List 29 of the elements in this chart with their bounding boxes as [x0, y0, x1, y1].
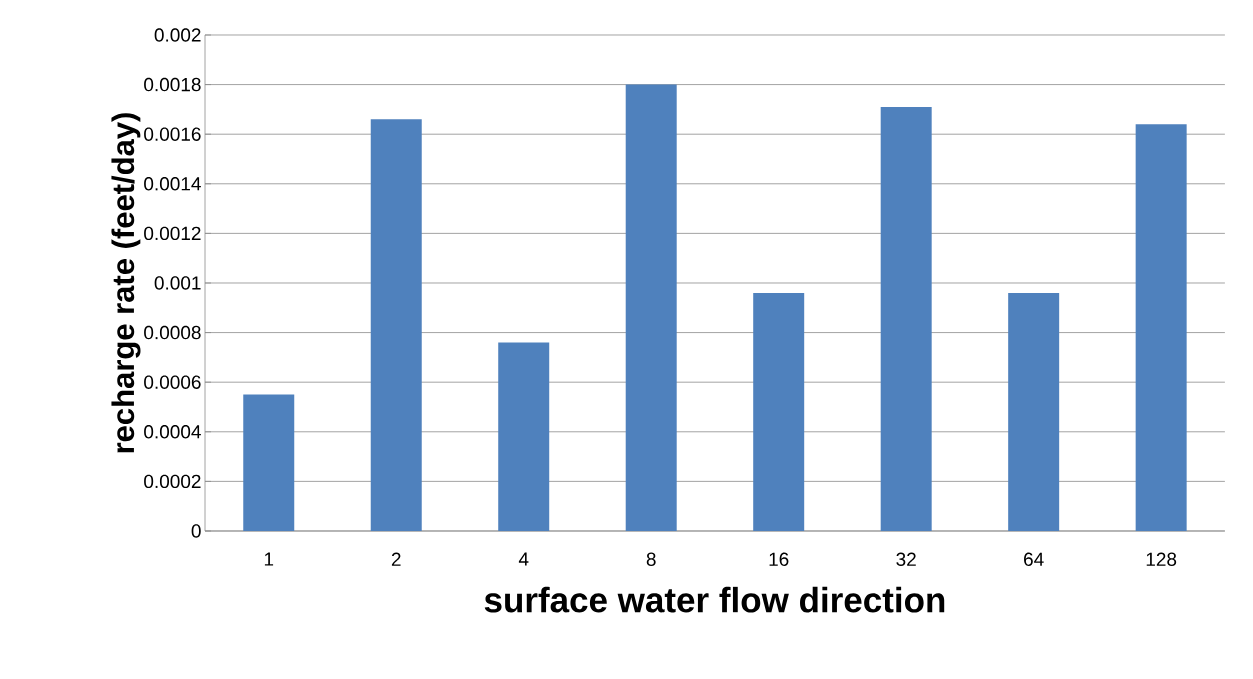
- y-tick-label: 0.0002: [144, 474, 201, 489]
- x-tick-label: 64: [1024, 552, 1044, 566]
- y-tick-label: 0.002: [154, 28, 201, 42]
- x-tick-label: 4: [518, 552, 529, 566]
- y-tick-label: 0.0014: [144, 177, 201, 191]
- bar: [243, 394, 295, 531]
- y-tick-label: 0: [191, 524, 201, 538]
- x-tick-label: 16: [769, 552, 789, 566]
- bar: [370, 119, 422, 531]
- bar: [753, 292, 805, 531]
- y-tick-label: 0.0008: [144, 325, 201, 340]
- x-tick-label: 1: [264, 552, 274, 566]
- y-axis-title: recharge rate (feet/day): [111, 113, 141, 453]
- x-tick-label: 8: [646, 552, 656, 566]
- y-tick-label: 0.0004: [144, 425, 201, 439]
- y-tick-label: 0.0016: [144, 127, 201, 141]
- y-tick-label: 0.0018: [144, 77, 201, 92]
- x-tick-label: 128: [1146, 552, 1177, 566]
- y-tick-label: 0.0012: [144, 226, 201, 241]
- bar: [1135, 124, 1187, 531]
- x-axis-title: surface water flow direction: [484, 586, 945, 613]
- bar: [498, 342, 550, 531]
- bar: [880, 106, 932, 531]
- x-tick-label: 2: [391, 552, 401, 566]
- x-tick-label: 32: [896, 552, 916, 566]
- y-tick-label: 0.001: [154, 276, 201, 290]
- y-tick-label: 0.0006: [144, 375, 201, 389]
- bar: [625, 84, 677, 531]
- bar: [1008, 292, 1060, 531]
